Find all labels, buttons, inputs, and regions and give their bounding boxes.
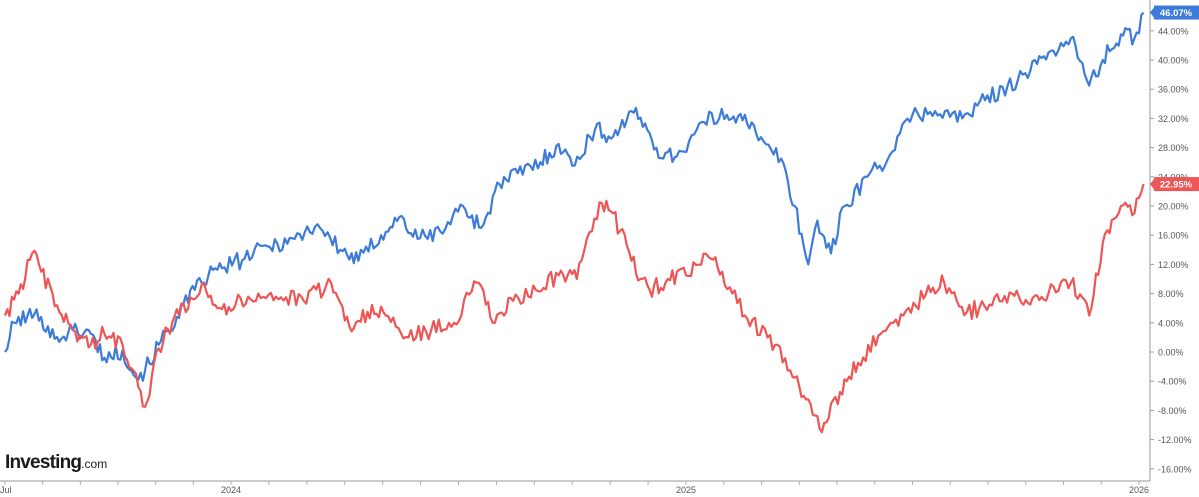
last-value-badge-2: [1154, 177, 1199, 192]
y-tick-label: -16.00%: [1158, 464, 1192, 474]
y-tick-label: 16.00%: [1158, 231, 1189, 241]
y-tick-label: 20.00%: [1158, 202, 1189, 212]
y-tick-label: 8.00%: [1158, 289, 1184, 299]
y-tick-label: 36.00%: [1158, 85, 1189, 95]
last-value-badge-pointer: [1150, 7, 1154, 18]
y-tick-label: 44.00%: [1158, 26, 1189, 36]
x-tick-label: Jul: [0, 485, 12, 495]
y-tick-label: 28.00%: [1158, 143, 1189, 153]
series-line-2: [3, 183, 1145, 434]
y-tick-label: 40.00%: [1158, 56, 1189, 66]
x-tick-label: 2024: [221, 485, 241, 495]
investing-logo: Investing.com: [5, 452, 107, 474]
x-tick-label: 2026: [1129, 485, 1149, 495]
logo-brand: Investing: [5, 452, 82, 473]
y-tick-label: 12.00%: [1158, 260, 1189, 270]
last-value-badge-1: [1154, 5, 1199, 20]
last-value-badge-pointer: [1150, 179, 1154, 190]
y-tick-label: -8.00%: [1158, 406, 1187, 416]
y-tick-label: -12.00%: [1158, 435, 1192, 445]
plot-background: [0, 0, 1150, 481]
series-line-1: [4, 11, 1145, 382]
last-value-label-1: 46.07%: [1160, 8, 1193, 19]
last-value-label-2: 22.95%: [1160, 180, 1193, 191]
y-tick-label: 32.00%: [1158, 114, 1189, 124]
x-tick-label: 2025: [676, 485, 696, 495]
y-tick-label: 0.00%: [1158, 348, 1184, 358]
y-tick-label: -4.00%: [1158, 377, 1187, 387]
y-tick-label: 4.00%: [1158, 318, 1184, 328]
logo-suffix: .com: [81, 457, 108, 471]
